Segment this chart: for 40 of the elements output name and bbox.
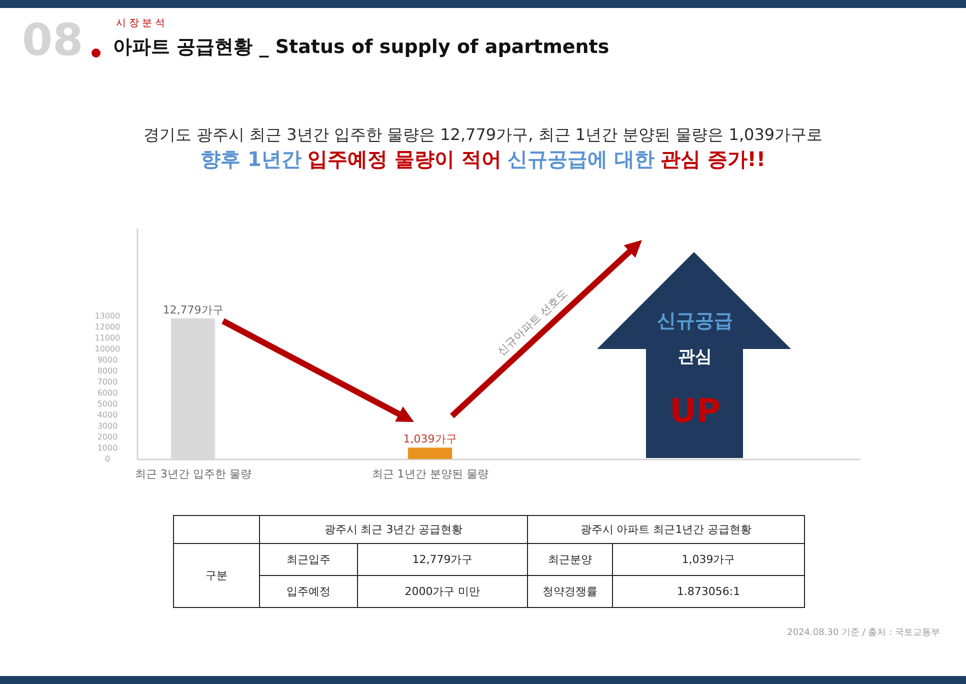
text: 2024.08.30 기준 / 출처 : 국토교통부 — [787, 628, 940, 638]
text: 1.873056:1 — [676, 585, 740, 598]
text: 구분 — [206, 569, 228, 582]
y-tick-label: 3000 — [97, 422, 118, 430]
y-tick-label: 5000 — [97, 400, 118, 408]
y-tick-label: 1000 — [97, 444, 118, 452]
text: 관심 — [678, 347, 712, 368]
y-tick-label: 4000 — [97, 410, 118, 420]
data-label: 1,039가구 — [403, 432, 457, 446]
text: 향후 1년간 — [200, 147, 302, 171]
y-tick-label: 12000 — [94, 322, 120, 332]
text: 신규공급 — [657, 310, 733, 333]
text: 최근입주 — [286, 553, 330, 566]
text: 경기도 광주시 최근 3년간 입주한 물량은 12,779가구, 최근 1년간 분양된 물량은 1,039가구로 — [143, 125, 823, 144]
y-tick-label: 10000 — [94, 344, 120, 354]
y-tick-label: 6000 — [97, 388, 118, 398]
text: 관심 증가!! — [660, 147, 766, 171]
y-tick-label: 9000 — [97, 356, 118, 364]
y-tick-label: 7000 — [97, 378, 118, 386]
chart-title: 아파트 공급현황 _ Status of supply of apartments — [113, 36, 610, 59]
y-tick-label: 2000 — [97, 432, 118, 442]
y-tick-label: 0 — [104, 454, 110, 464]
text: 최근분양 — [548, 553, 592, 566]
y-tick-label: 13000 — [94, 312, 120, 320]
text: 입주예정 물량이 적어 — [307, 147, 502, 171]
text: 2000가구 미만 — [404, 585, 480, 598]
data-label: 12,779가구 — [162, 303, 224, 316]
text: 1,039가구 — [682, 553, 736, 566]
y-tick-label: 11000 — [94, 334, 120, 342]
x-tick-label: 최근 1년간 분양된 물량 — [372, 468, 488, 480]
y-tick-label: 8000 — [97, 366, 118, 376]
text: 신규공급에 대한 — [507, 147, 654, 171]
text: UP — [670, 391, 720, 430]
text: 청약경쟁률 — [542, 585, 598, 598]
text: 입주예정 — [286, 585, 330, 598]
text: 12,779가구 — [412, 553, 473, 566]
x-tick-label: 최근 3년간 입주한 물량 — [134, 468, 252, 480]
text: 광주시 아파트 최근1년간 공급현황 — [580, 523, 752, 536]
text: 광주시 최근 3년간 공급현황 — [324, 523, 463, 536]
chart-subtitle: 시장분석 — [116, 18, 168, 30]
